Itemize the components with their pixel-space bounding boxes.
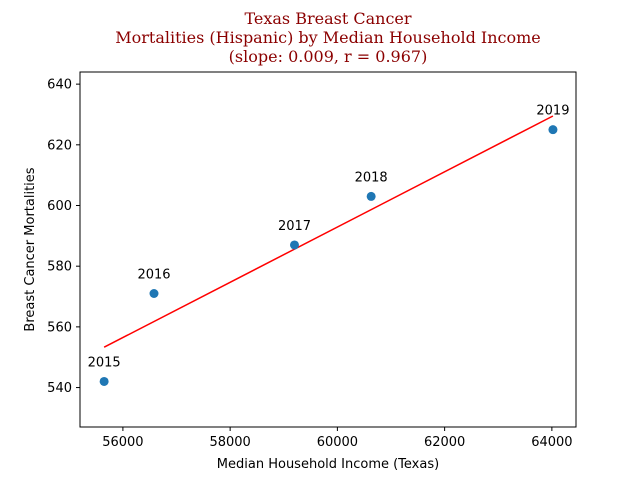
x-tick-label: 60000 bbox=[317, 435, 358, 450]
data-point-2018 bbox=[366, 191, 376, 201]
data-label-2018: 2018 bbox=[355, 170, 388, 185]
regression-line bbox=[103, 115, 554, 348]
data-points bbox=[99, 125, 558, 386]
chart-title-line-2: Mortalities (Hispanic) by Median Househo… bbox=[115, 28, 541, 47]
x-tick-label: 56000 bbox=[102, 435, 143, 450]
data-label-2017: 2017 bbox=[278, 219, 311, 234]
x-axis-label: Median Household Income (Texas) bbox=[217, 457, 439, 472]
x-tick-label: 62000 bbox=[424, 435, 465, 450]
data-point-2017 bbox=[289, 240, 299, 250]
data-point-labels: 2015 2016 2017 2018 2019 bbox=[88, 104, 570, 371]
y-axis-label: Breast Cancer Mortalities bbox=[23, 167, 38, 331]
data-point-2019 bbox=[548, 125, 558, 135]
y-axis-ticks: 540 560 580 600 620 640 bbox=[47, 78, 80, 396]
y-tick-label: 560 bbox=[47, 320, 72, 335]
y-tick-label: 540 bbox=[47, 381, 72, 396]
data-label-2019: 2019 bbox=[536, 104, 569, 119]
x-axis-ticks: 56000 58000 60000 62000 64000 bbox=[102, 427, 573, 450]
chart-title-line-1: Texas Breast Cancer bbox=[244, 9, 411, 28]
data-point-2016 bbox=[149, 288, 159, 298]
plot-area-frame bbox=[79, 71, 577, 428]
y-tick-label: 600 bbox=[47, 199, 72, 214]
x-tick-label: 58000 bbox=[209, 435, 250, 450]
data-point-2015 bbox=[99, 376, 109, 386]
y-tick-label: 580 bbox=[47, 260, 72, 275]
data-label-2015: 2015 bbox=[88, 355, 121, 370]
x-tick-label: 64000 bbox=[531, 435, 572, 450]
y-tick-label: 640 bbox=[47, 78, 72, 93]
data-label-2016: 2016 bbox=[137, 267, 170, 282]
y-tick-label: 620 bbox=[47, 138, 72, 153]
chart-title-line-3: (slope: 0.009, r = 0.967) bbox=[229, 47, 428, 66]
